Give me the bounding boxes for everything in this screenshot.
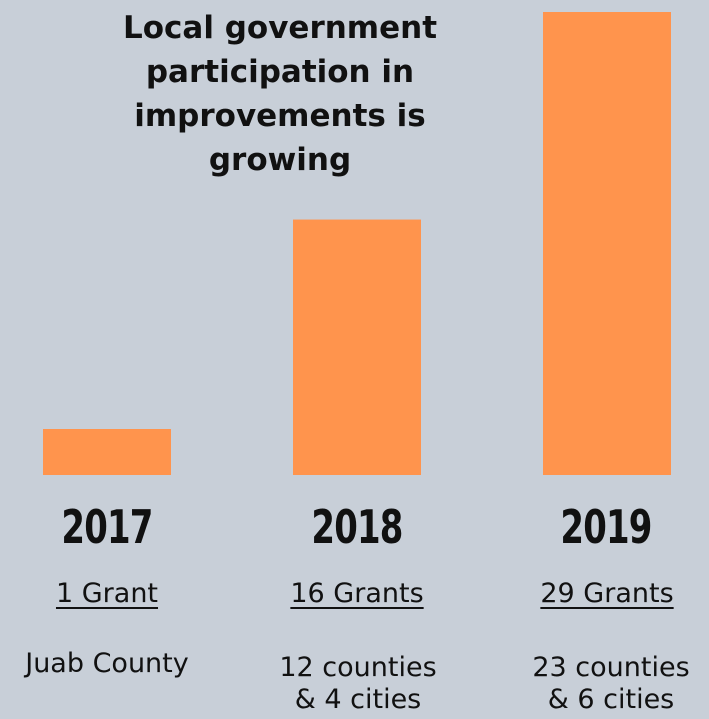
year-label-2019: 2019 bbox=[560, 500, 652, 554]
year-label-2017: 2017 bbox=[61, 500, 153, 554]
bar-2018 bbox=[293, 219, 421, 475]
grants-count-2017: 1 Grant bbox=[55, 578, 159, 609]
chart-title: Local government participation in improv… bbox=[122, 10, 438, 178]
grants-count-2018: 16 Grants bbox=[290, 578, 424, 609]
year-label-2018: 2018 bbox=[311, 500, 403, 554]
grants-count-2019: 29 Grants bbox=[540, 578, 674, 609]
recipients-2018: 12 counties & 4 cities bbox=[279, 652, 437, 715]
recipients-2019: 23 counties & 6 cities bbox=[532, 652, 690, 715]
bar-2019 bbox=[543, 12, 671, 475]
recipients-2017: Juab County bbox=[25, 648, 189, 679]
bar-2017 bbox=[43, 429, 171, 475]
